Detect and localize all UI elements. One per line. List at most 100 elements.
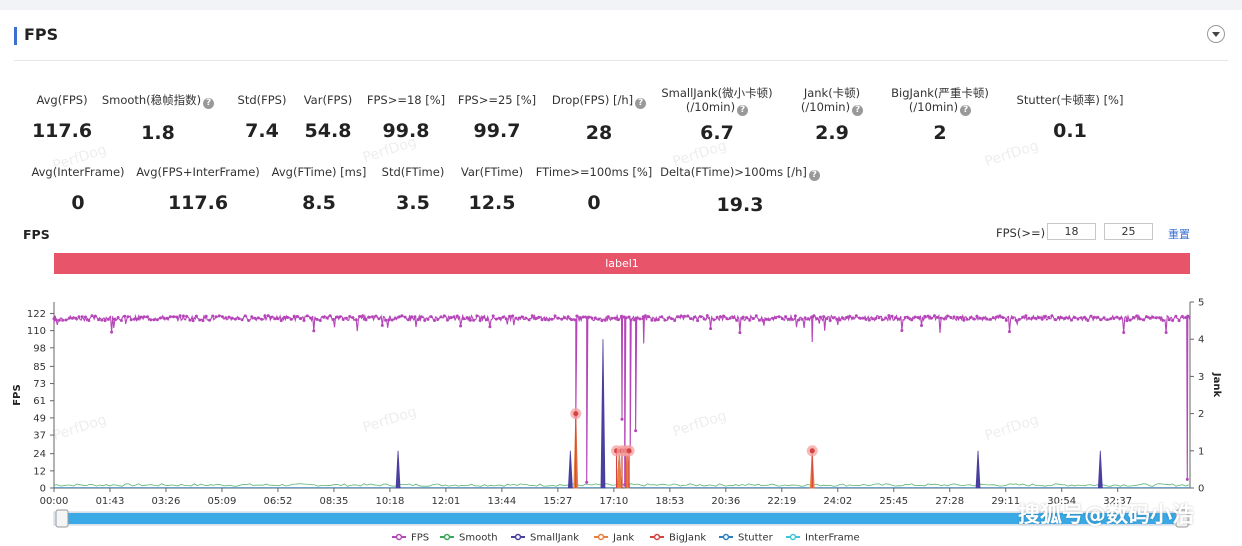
fps-point bbox=[828, 319, 832, 322]
fps-point bbox=[590, 316, 594, 320]
overlay-watermark-text: 搜狐号@数码小浩 bbox=[1018, 503, 1195, 528]
help-icon[interactable]: ? bbox=[852, 105, 864, 116]
help-icon[interactable]: ? bbox=[737, 105, 749, 116]
x-tick-label: 29:11 bbox=[991, 496, 1020, 507]
fps-point bbox=[880, 318, 884, 322]
legend-label: Smooth bbox=[459, 533, 498, 544]
fps-point bbox=[465, 316, 469, 320]
fps-point bbox=[524, 316, 528, 320]
fps-point bbox=[841, 316, 845, 320]
fps-point bbox=[975, 314, 979, 318]
fps-point bbox=[913, 315, 917, 319]
legend-label: FPS bbox=[411, 533, 429, 544]
fps-point bbox=[854, 314, 858, 318]
fps-point bbox=[543, 318, 547, 322]
metric-label-text: FPS>=18 [%] bbox=[366, 93, 446, 107]
fps-point bbox=[806, 317, 810, 321]
threshold-input-2[interactable] bbox=[1104, 223, 1153, 240]
fps-point bbox=[1135, 314, 1139, 318]
fps-point bbox=[87, 319, 91, 322]
fps-point bbox=[61, 318, 65, 322]
metric-label-unit-text: (/10min) bbox=[685, 100, 736, 114]
fps-point bbox=[1167, 318, 1171, 322]
fps-point bbox=[204, 314, 208, 318]
x-tick-label: 17:10 bbox=[599, 496, 628, 507]
fps-point bbox=[793, 314, 797, 318]
fps-point bbox=[1109, 317, 1113, 321]
fps-point bbox=[1102, 316, 1106, 320]
fps-point bbox=[126, 315, 130, 319]
metric-label-text: Delta(FTime)>100ms [/h] bbox=[660, 165, 807, 179]
fps-point bbox=[578, 316, 582, 320]
x-tick-label: 01:43 bbox=[96, 496, 125, 507]
metric-label: Avg(FTime) [ms] bbox=[239, 165, 399, 179]
zoom-handle-right[interactable] bbox=[1175, 509, 1189, 528]
fps-point bbox=[556, 316, 560, 320]
row1-metric: Var(FPS) 54.8 bbox=[248, 93, 408, 142]
collapse-chevron-icon[interactable] bbox=[1207, 25, 1225, 43]
x-tick-label: 12:01 bbox=[431, 496, 460, 507]
fps-point bbox=[1037, 316, 1041, 320]
metric-label-text: Avg(FPS) bbox=[36, 93, 88, 107]
fps-point bbox=[560, 317, 564, 321]
fps-point bbox=[279, 319, 283, 323]
help-icon[interactable]: ? bbox=[808, 170, 820, 181]
fps-point bbox=[348, 315, 352, 318]
fps-point bbox=[787, 317, 791, 321]
fps-point bbox=[406, 318, 410, 322]
fps-point bbox=[1086, 319, 1090, 322]
metric-value: 2 bbox=[933, 122, 947, 144]
fps-point bbox=[302, 319, 306, 322]
fps-point bbox=[260, 317, 264, 321]
help-icon[interactable]: ? bbox=[960, 105, 972, 116]
help-icon[interactable]: ? bbox=[635, 98, 647, 109]
x-tick-label: 13:44 bbox=[487, 496, 516, 507]
y-tick-label: 0 bbox=[40, 484, 46, 495]
label-band[interactable]: label1 bbox=[54, 253, 1190, 274]
fps-point bbox=[77, 315, 81, 319]
fps-point bbox=[155, 318, 159, 322]
metric-value: 0 bbox=[587, 192, 601, 214]
fps-point bbox=[633, 318, 636, 322]
fps-point bbox=[988, 317, 992, 321]
fps-point bbox=[1186, 314, 1190, 318]
fps-point bbox=[738, 331, 742, 335]
legend-swatch-dot bbox=[597, 533, 605, 541]
fps-point bbox=[181, 314, 185, 318]
fps-point bbox=[858, 316, 861, 320]
fps-point bbox=[201, 319, 205, 323]
fps-point bbox=[1158, 316, 1162, 320]
fps-point bbox=[521, 315, 524, 319]
chart-title: FPS bbox=[23, 227, 50, 242]
fps-point bbox=[916, 316, 920, 319]
zoom-handle-left[interactable] bbox=[55, 509, 69, 528]
fps-point bbox=[1132, 315, 1135, 319]
fps-point bbox=[475, 314, 479, 318]
fps-point bbox=[666, 316, 670, 320]
metric-value: 2.9 bbox=[815, 122, 849, 144]
fps-point bbox=[550, 317, 554, 321]
fps-point bbox=[1024, 314, 1028, 318]
fps-point bbox=[900, 329, 904, 332]
fps-point bbox=[838, 318, 842, 322]
help-icon[interactable]: ? bbox=[203, 98, 215, 109]
threshold-input-1[interactable] bbox=[1047, 223, 1096, 240]
metric-label: FTime>=100ms [%] bbox=[514, 165, 674, 179]
reset-link[interactable]: 重置 bbox=[1168, 228, 1190, 241]
fps-point bbox=[504, 317, 508, 321]
fps-point bbox=[751, 317, 755, 320]
metric-label-text: Avg(InterFrame) bbox=[31, 165, 125, 179]
metric-value: 28 bbox=[585, 122, 613, 144]
y-tick-label: 37 bbox=[33, 431, 46, 442]
fps-point bbox=[1070, 318, 1073, 322]
fps-point bbox=[845, 316, 848, 319]
fps-point bbox=[494, 317, 498, 321]
metric-label: FPS>=25 [%] bbox=[417, 93, 577, 107]
metric-label: BigJank(严重卡顿) bbox=[860, 86, 1020, 100]
fps-point bbox=[221, 315, 224, 319]
fps-point bbox=[1030, 316, 1034, 320]
fps-point bbox=[136, 317, 140, 321]
panel-title: FPS bbox=[24, 25, 59, 44]
legend-swatch-dot bbox=[722, 533, 730, 541]
